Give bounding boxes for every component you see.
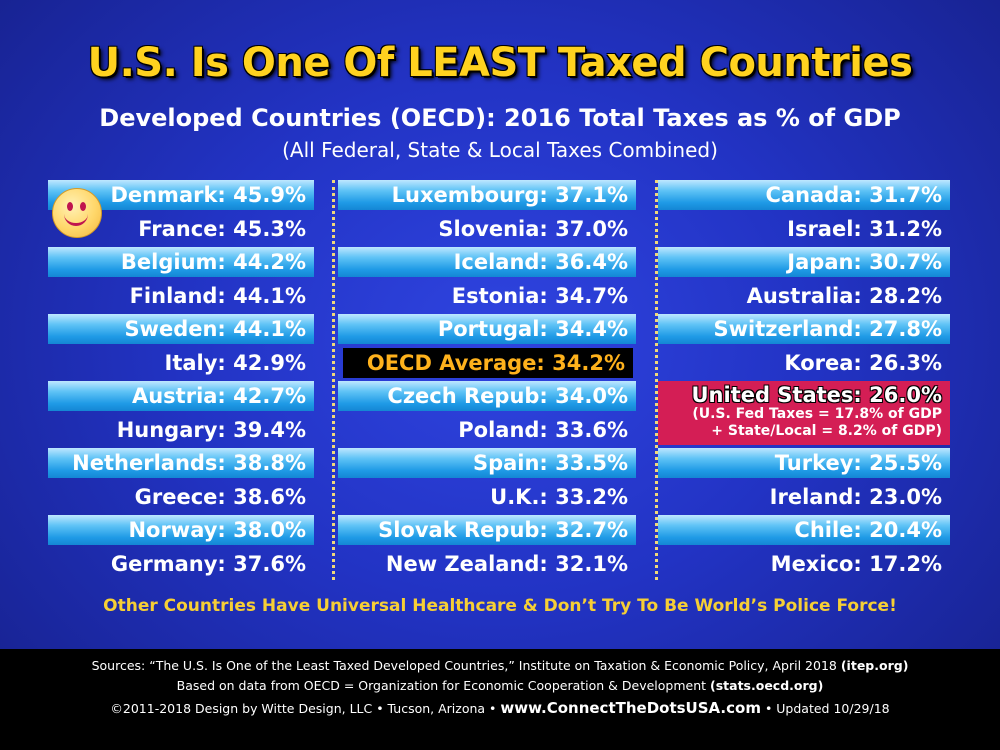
- table-column-1: Denmark: 45.9% France: 45.3% Belgium: 44.2…: [48, 180, 314, 582]
- chart-title: U.S. Is One Of LEAST Taxed Countries: [87, 40, 913, 86]
- country-row: Mexico: 17.2%: [770, 551, 942, 576]
- country-row: Turkey: 25.5%: [658, 448, 950, 478]
- country-row: Greece: 38.6%: [134, 484, 306, 509]
- united-states-row: United States: 26.0% (U.S. Fed Taxes = 17…: [658, 381, 950, 445]
- website-link: www.ConnectTheDotsUSA.com: [500, 699, 761, 717]
- country-row: U.K.: 33.2%: [490, 484, 628, 509]
- table-column-3: Canada: 31.7% Israel: 31.2% Japan: 30.7% Au…: [658, 180, 950, 582]
- country-row: Belgium: 44.2%: [48, 247, 314, 277]
- country-row: Israel: 31.2%: [787, 216, 942, 241]
- footer: Sources: “The U.S. Is One of the Least T…: [0, 649, 1000, 750]
- country-row: Canada: 31.7%: [658, 180, 950, 210]
- country-row: Slovak Repub: 32.7%: [338, 515, 636, 545]
- data-source-link: (stats.oecd.org): [710, 678, 824, 693]
- country-row: Estonia: 34.7%: [451, 283, 628, 308]
- country-row: Czech Repub: 34.0%: [338, 381, 636, 411]
- column-divider-2: [655, 180, 658, 580]
- source-link: (itep.org): [840, 658, 909, 673]
- source-text: Sources: “The U.S. Is One of the Least T…: [91, 658, 837, 673]
- chart-subtitle: Developed Countries (OECD): 2016 Total T…: [99, 104, 901, 132]
- country-row: Sweden: 44.1%: [48, 314, 314, 344]
- country-row: Germany: 37.6%: [110, 551, 306, 576]
- country-row: Ireland: 23.0%: [769, 484, 942, 509]
- country-row: Finland: 44.1%: [129, 283, 306, 308]
- country-row: Korea: 26.3%: [784, 350, 942, 375]
- chart-subtitle-note: (All Federal, State & Local Taxes Combin…: [282, 138, 718, 162]
- column-divider-1: [332, 180, 335, 580]
- country-row: Norway: 38.0%: [48, 515, 314, 545]
- country-row: France: 45.3%: [138, 216, 306, 241]
- country-row: Luxembourg: 37.1%: [338, 180, 636, 210]
- country-row: Australia: 28.2%: [746, 283, 942, 308]
- country-row: Poland: 33.6%: [458, 417, 628, 442]
- country-row: Iceland: 36.4%: [338, 247, 636, 277]
- country-row: Chile: 20.4%: [658, 515, 950, 545]
- country-row: Spain: 33.5%: [338, 448, 636, 478]
- copyright-text: ©2011-2018 Design by Witte Design, LLC •…: [110, 701, 497, 716]
- country-row: Hungary: 39.4%: [116, 417, 306, 442]
- country-row: Slovenia: 37.0%: [438, 216, 628, 241]
- country-row: Austria: 42.7%: [48, 381, 314, 411]
- us-state-local-note: + State/Local = 8.2% of GDP): [711, 423, 942, 439]
- country-row: Portugal: 34.4%: [338, 314, 636, 344]
- country-row: Japan: 30.7%: [658, 247, 950, 277]
- copyright-line: ©2011-2018 Design by Witte Design, LLC •…: [0, 699, 1000, 717]
- data-source-line: Based on data from OECD = Organization f…: [0, 678, 1000, 693]
- country-row: Italy: 42.9%: [164, 350, 306, 375]
- source-line: Sources: “The U.S. Is One of the Least T…: [0, 658, 1000, 673]
- country-row: Netherlands: 38.8%: [48, 448, 314, 478]
- updated-text: • Updated 10/29/18: [764, 701, 890, 716]
- oecd-average-row: OECD Average: 34.2%: [343, 347, 633, 378]
- united-states-label: United States: 26.0%: [691, 383, 942, 407]
- data-source-text: Based on data from OECD = Organization f…: [176, 678, 707, 693]
- country-row: New Zealand: 32.1%: [385, 551, 628, 576]
- us-federal-note: (U.S. Fed Taxes = 17.8% of GDP: [692, 406, 942, 422]
- table-column-2: Luxembourg: 37.1% Slovenia: 37.0% Iceland:…: [338, 180, 636, 582]
- country-row: Switzerland: 27.8%: [658, 314, 950, 344]
- smiley-face-icon: [52, 188, 102, 238]
- footer-message: Other Countries Have Universal Healthcar…: [103, 596, 897, 616]
